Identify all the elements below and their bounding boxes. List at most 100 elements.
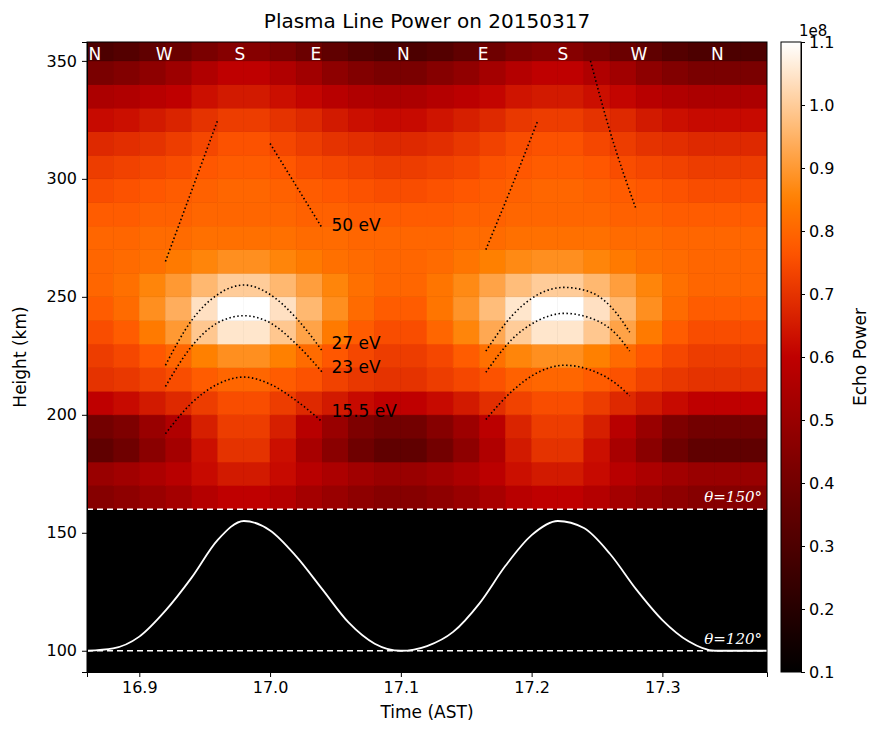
heatmap-cell xyxy=(584,438,610,462)
y-tick-mark xyxy=(82,179,87,180)
heatmap-cell xyxy=(427,462,453,486)
heatmap-cell xyxy=(532,462,558,486)
heatmap-cell xyxy=(113,202,139,226)
heatmap-cell xyxy=(218,320,244,344)
heatmap-cell xyxy=(401,226,427,250)
heatmap-cell xyxy=(113,273,139,297)
heatmap-cell xyxy=(375,438,401,462)
heatmap-cell xyxy=(322,462,348,486)
heatmap-cell xyxy=(636,462,662,486)
heatmap-cell xyxy=(610,344,636,368)
heatmap-cell xyxy=(218,344,244,368)
heatmap-cell xyxy=(662,368,688,392)
heatmap-cell xyxy=(427,179,453,203)
heatmap-cell xyxy=(244,344,270,368)
heatmap-cell xyxy=(165,132,191,156)
azimuth-label: N xyxy=(88,44,101,64)
y-tick-mark xyxy=(82,415,87,416)
heatmap-cell xyxy=(401,273,427,297)
heatmap-cell xyxy=(113,486,139,510)
colorbar-tick: 0.9 xyxy=(801,159,834,178)
heatmap-cell xyxy=(662,179,688,203)
heatmap-cell xyxy=(349,273,375,297)
heatmap-cell xyxy=(113,415,139,439)
heatmap-cell xyxy=(139,438,165,462)
heatmap-cell xyxy=(375,179,401,203)
colorbar-tick-label: 0.7 xyxy=(809,285,834,304)
x-axis: 16.917.017.117.217.3 xyxy=(88,672,768,697)
heatmap-cell xyxy=(715,226,741,250)
heatmap-cell xyxy=(296,320,322,344)
heatmap-cell xyxy=(270,155,296,179)
heatmap-cell xyxy=(662,273,688,297)
heatmap-cell xyxy=(427,438,453,462)
heatmap-cell xyxy=(453,132,479,156)
heatmap-cell xyxy=(270,108,296,132)
heatmap-cell xyxy=(218,61,244,85)
heatmap-cell xyxy=(218,415,244,439)
heatmap-cell xyxy=(662,84,688,108)
heatmap-cell xyxy=(610,108,636,132)
heatmap-cell xyxy=(401,368,427,392)
colorbar-tick-mark xyxy=(801,42,805,43)
heatmap-cell xyxy=(218,438,244,462)
heatmap-cell xyxy=(662,297,688,321)
heatmap-cell xyxy=(296,462,322,486)
heatmap-cell xyxy=(270,226,296,250)
heatmap-cell xyxy=(375,155,401,179)
colorbar-tick: 0.1 xyxy=(801,663,834,682)
heatmap-cell xyxy=(401,462,427,486)
x-tick-label: 17.1 xyxy=(384,678,420,697)
heatmap-cell xyxy=(741,132,767,156)
heatmap-cell xyxy=(662,155,688,179)
heatmap-cell xyxy=(349,250,375,274)
heatmap-cell xyxy=(401,132,427,156)
heatmap-cell xyxy=(662,486,688,510)
heatmap-cell xyxy=(296,415,322,439)
heatmap-cell xyxy=(689,273,715,297)
y-tick-label: 150 xyxy=(46,523,77,542)
colorbar-tick-label: 0.8 xyxy=(809,222,834,241)
heatmap-cell xyxy=(636,84,662,108)
heatmap-cell xyxy=(322,108,348,132)
heatmap-cell xyxy=(113,438,139,462)
heatmap-cell xyxy=(558,320,584,344)
heatmap-cell xyxy=(636,438,662,462)
heatmap-cell xyxy=(479,155,505,179)
heatmap-cell xyxy=(662,226,688,250)
heatmap-cell xyxy=(296,226,322,250)
heatmap-cell xyxy=(610,486,636,510)
colorbar xyxy=(781,42,801,672)
heatmap-cell xyxy=(139,344,165,368)
heatmap-cell xyxy=(192,297,218,321)
heatmap-cell xyxy=(87,250,113,274)
heatmap-cell xyxy=(375,273,401,297)
heatmap-cell xyxy=(532,486,558,510)
heatmap-cell xyxy=(479,438,505,462)
axis-line xyxy=(88,673,768,678)
heatmap-cell xyxy=(636,61,662,85)
heatmap-cell xyxy=(479,61,505,85)
heatmap-cell xyxy=(584,391,610,415)
heatmap-cell xyxy=(322,250,348,274)
heatmap-cell xyxy=(165,202,191,226)
heatmap-cell xyxy=(87,61,113,85)
energy-label: 15.5 eV xyxy=(332,401,398,421)
heatmap-cell xyxy=(165,226,191,250)
heatmap-cell xyxy=(427,486,453,510)
azimuth-label: E xyxy=(310,44,321,64)
heatmap-cell xyxy=(139,415,165,439)
x-tick-mark xyxy=(401,672,402,677)
heatmap-cell xyxy=(741,320,767,344)
heatmap-cell xyxy=(139,273,165,297)
heatmap-cell xyxy=(401,297,427,321)
colorbar-tick-mark xyxy=(801,357,805,358)
heatmap-cell xyxy=(349,42,375,61)
heatmap-cell xyxy=(87,368,113,392)
heatmap-cell xyxy=(505,273,531,297)
heatmap-cell xyxy=(558,297,584,321)
heatmap-cell xyxy=(113,320,139,344)
heatmap-cell xyxy=(584,320,610,344)
heatmap-cell xyxy=(636,415,662,439)
heatmap-cell xyxy=(218,391,244,415)
